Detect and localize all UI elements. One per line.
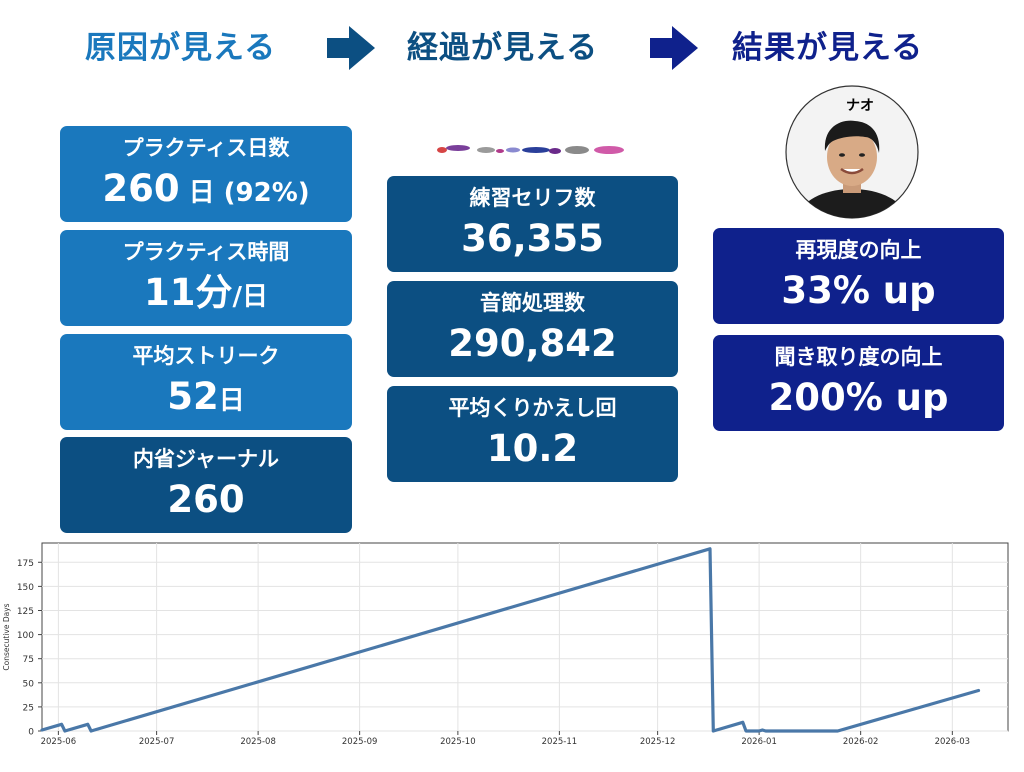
y-tick-label: 0 bbox=[28, 728, 34, 738]
step1-heading: 原因が見える bbox=[85, 30, 277, 66]
card-value: 10.2 bbox=[486, 427, 579, 470]
practice-time-card: プラクティス時間 11分/日 bbox=[60, 230, 352, 326]
x-tick-label: 2025-08 bbox=[240, 737, 276, 747]
card-label: 練習セリフ数 bbox=[469, 186, 596, 210]
practice-days-card: プラクティス日数 260 日 (92%) bbox=[60, 126, 352, 222]
step3-heading: 結果が見える bbox=[732, 30, 924, 66]
card-label: プラクティス日数 bbox=[122, 136, 290, 160]
card-value: 36,355 bbox=[461, 217, 604, 260]
card-label: 音節処理数 bbox=[480, 291, 585, 315]
card-value: 52日 bbox=[167, 375, 245, 418]
card-label: プラクティス時間 bbox=[122, 240, 290, 264]
x-tick-label: 2025-09 bbox=[342, 737, 378, 747]
arrow-right-icon bbox=[650, 26, 698, 70]
card-label: 内省ジャーナル bbox=[133, 447, 279, 471]
arrow-right-icon bbox=[327, 26, 375, 70]
journal-card: 内省ジャーナル 260 bbox=[60, 437, 352, 533]
card-value: 11分/日 bbox=[144, 271, 268, 314]
card-value: 260 日 (92%) bbox=[102, 167, 310, 210]
y-axis-label: Consecutive Days bbox=[2, 603, 11, 670]
card-label: 平均ストリーク bbox=[132, 344, 280, 368]
y-tick-label: 50 bbox=[23, 679, 35, 689]
listening-improvement-card: 聞き取り度の向上 200% up bbox=[713, 335, 1004, 431]
average-repeats-card: 平均くりかえし回 10.2 bbox=[387, 386, 678, 482]
waveform-icon bbox=[437, 145, 624, 154]
x-tick-label: 2025-12 bbox=[640, 737, 676, 747]
card-value: 200% up bbox=[768, 376, 949, 419]
y-tick-label: 25 bbox=[23, 703, 34, 713]
step2-heading: 経過が見える bbox=[407, 30, 599, 66]
x-tick-label: 2025-10 bbox=[440, 737, 476, 747]
card-value: 290,842 bbox=[448, 322, 617, 365]
y-tick-label: 175 bbox=[17, 559, 34, 569]
card-label: 平均くりかえし回 bbox=[448, 396, 617, 420]
card-label: 再現度の向上 bbox=[795, 238, 922, 262]
card-value: 260 bbox=[167, 478, 245, 521]
streak-chart: 0 25 50 75 100 125 150 175 2025-06 2025-07 2025-08… bbox=[0, 535, 1024, 768]
y-tick-label: 75 bbox=[23, 655, 34, 665]
person-name: ナオ bbox=[846, 98, 874, 114]
card-value: 33% up bbox=[781, 269, 936, 312]
practice-lines-card: 練習セリフ数 36,355 bbox=[387, 176, 678, 272]
average-streak-card: 平均ストリーク 52日 bbox=[60, 334, 352, 430]
x-tick-label: 2025-11 bbox=[542, 737, 578, 747]
x-tick-label: 2026-03 bbox=[935, 737, 971, 747]
x-tick-label: 2025-06 bbox=[41, 737, 77, 747]
avatar bbox=[785, 85, 919, 219]
y-tick-label: 100 bbox=[17, 631, 34, 641]
reproduction-improvement-card: 再現度の向上 33% up bbox=[713, 228, 1004, 324]
y-tick-label: 150 bbox=[17, 583, 34, 593]
series-line bbox=[40, 547, 981, 733]
streak-line-chart: 0 25 50 75 100 125 150 175 2025-06 2025-07 2025-08… bbox=[2, 542, 1009, 747]
syllables-card: 音節処理数 290,842 bbox=[387, 281, 678, 377]
x-tick-label: 2025-07 bbox=[139, 737, 175, 747]
y-tick-label: 125 bbox=[17, 607, 34, 617]
card-label: 聞き取り度の向上 bbox=[774, 345, 943, 369]
x-tick-label: 2026-02 bbox=[843, 737, 879, 747]
x-tick-label: 2026-01 bbox=[741, 737, 777, 747]
